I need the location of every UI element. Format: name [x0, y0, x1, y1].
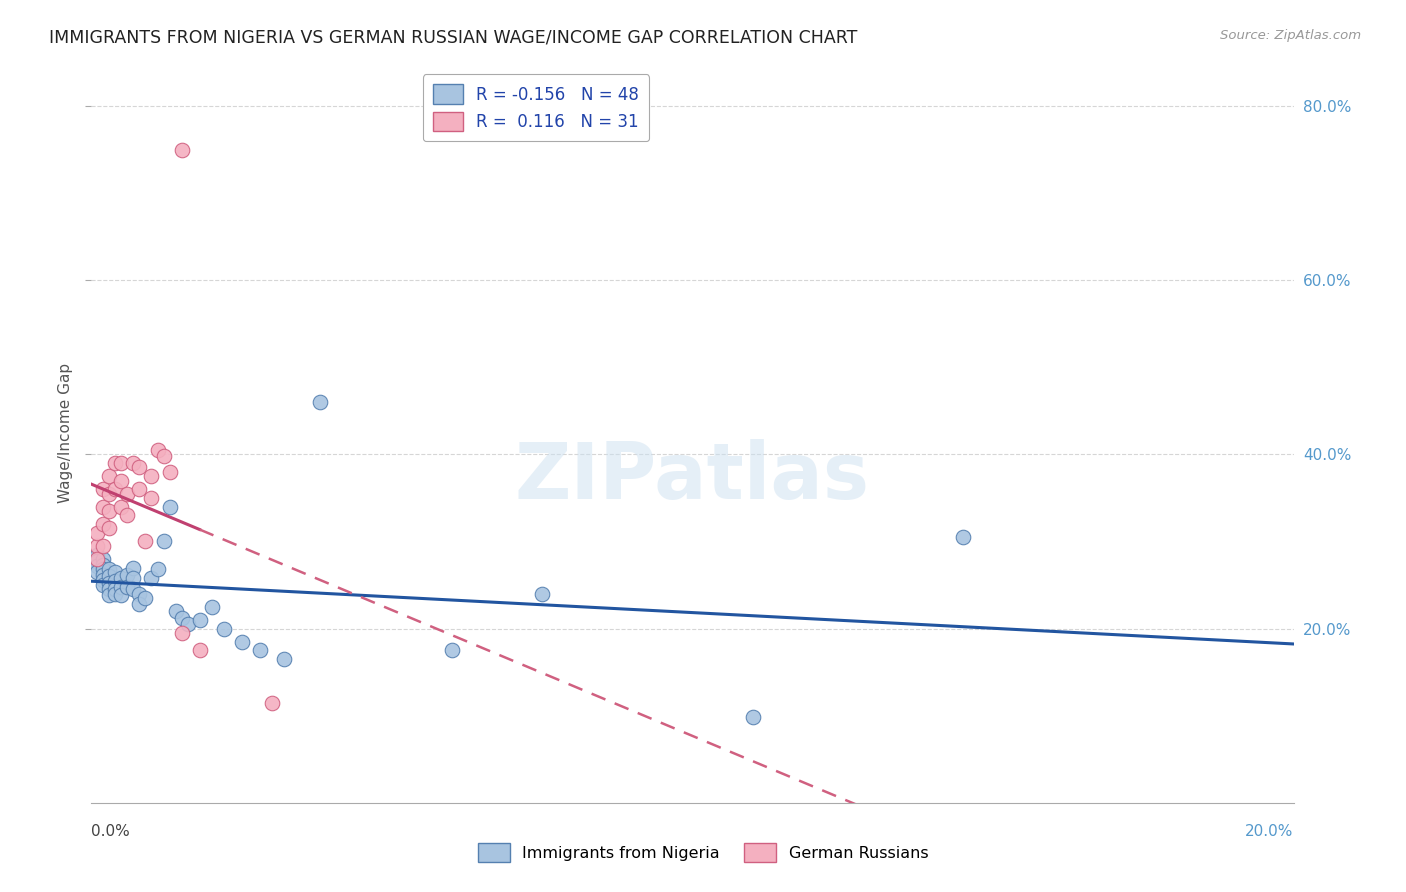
Point — [98, 576, 121, 591]
Point — [86, 525, 108, 540]
Point — [98, 486, 121, 500]
Point — [141, 491, 163, 505]
Point — [170, 626, 193, 640]
Point — [86, 554, 108, 568]
Point — [531, 587, 554, 601]
Point — [122, 560, 145, 574]
Y-axis label: Wage/Income Gap: Wage/Income Gap — [58, 362, 73, 503]
Point — [249, 643, 271, 657]
Point — [128, 482, 150, 496]
Point — [93, 578, 115, 592]
Text: 20.0%: 20.0% — [1246, 824, 1294, 839]
Point — [104, 574, 127, 588]
Point — [201, 599, 224, 614]
Point — [93, 573, 115, 587]
Point — [273, 652, 295, 666]
Point — [93, 482, 115, 496]
Point — [146, 443, 169, 458]
Point — [98, 504, 121, 518]
Point — [188, 613, 211, 627]
Point — [98, 569, 121, 583]
Point — [98, 521, 121, 535]
Point — [86, 558, 108, 573]
Point — [128, 460, 150, 475]
Point — [93, 558, 115, 572]
Point — [159, 465, 181, 479]
Point — [134, 591, 156, 606]
Point — [231, 634, 253, 648]
Point — [110, 580, 132, 594]
Point — [440, 643, 463, 657]
Point — [98, 582, 121, 597]
Point — [260, 696, 283, 710]
Point — [93, 552, 115, 566]
Point — [128, 597, 150, 611]
Point — [104, 582, 127, 596]
Point — [741, 710, 763, 724]
Point — [110, 474, 132, 488]
Point — [117, 580, 139, 594]
Point — [165, 604, 187, 618]
Point — [86, 548, 108, 562]
Point — [128, 587, 150, 601]
Point — [152, 534, 174, 549]
Point — [104, 482, 127, 496]
Point — [117, 508, 139, 523]
Point — [93, 539, 115, 553]
Point — [141, 571, 163, 585]
Point — [212, 622, 235, 636]
Point — [98, 469, 121, 483]
Text: ZIPatlas: ZIPatlas — [515, 439, 870, 515]
Point — [110, 500, 132, 514]
Point — [93, 517, 115, 532]
Legend: R = -0.156   N = 48, R =  0.116   N = 31: R = -0.156 N = 48, R = 0.116 N = 31 — [423, 74, 650, 141]
Point — [176, 617, 198, 632]
Point — [104, 456, 127, 470]
Point — [98, 562, 121, 576]
Point — [104, 565, 127, 579]
Point — [141, 469, 163, 483]
Text: IMMIGRANTS FROM NIGERIA VS GERMAN RUSSIAN WAGE/INCOME GAP CORRELATION CHART: IMMIGRANTS FROM NIGERIA VS GERMAN RUSSIA… — [49, 29, 858, 46]
Point — [86, 539, 108, 553]
Point — [93, 500, 115, 514]
Point — [952, 530, 974, 544]
Point — [170, 143, 193, 157]
Point — [86, 552, 108, 566]
Point — [93, 567, 115, 582]
Point — [146, 562, 169, 576]
Point — [308, 395, 330, 409]
Point — [122, 456, 145, 470]
Point — [104, 587, 127, 601]
Point — [110, 589, 132, 603]
Point — [122, 571, 145, 585]
Point — [117, 486, 139, 500]
Text: 0.0%: 0.0% — [91, 824, 131, 839]
Point — [170, 611, 193, 625]
Point — [98, 589, 121, 603]
Point — [159, 500, 181, 514]
Point — [117, 567, 139, 582]
Text: Source: ZipAtlas.com: Source: ZipAtlas.com — [1220, 29, 1361, 42]
Point — [134, 534, 156, 549]
Point — [93, 562, 115, 576]
Point — [188, 643, 211, 657]
Point — [110, 571, 132, 585]
Legend: Immigrants from Nigeria, German Russians: Immigrants from Nigeria, German Russians — [471, 837, 935, 868]
Point — [152, 449, 174, 463]
Point — [122, 582, 145, 597]
Point — [86, 565, 108, 579]
Point — [110, 456, 132, 470]
